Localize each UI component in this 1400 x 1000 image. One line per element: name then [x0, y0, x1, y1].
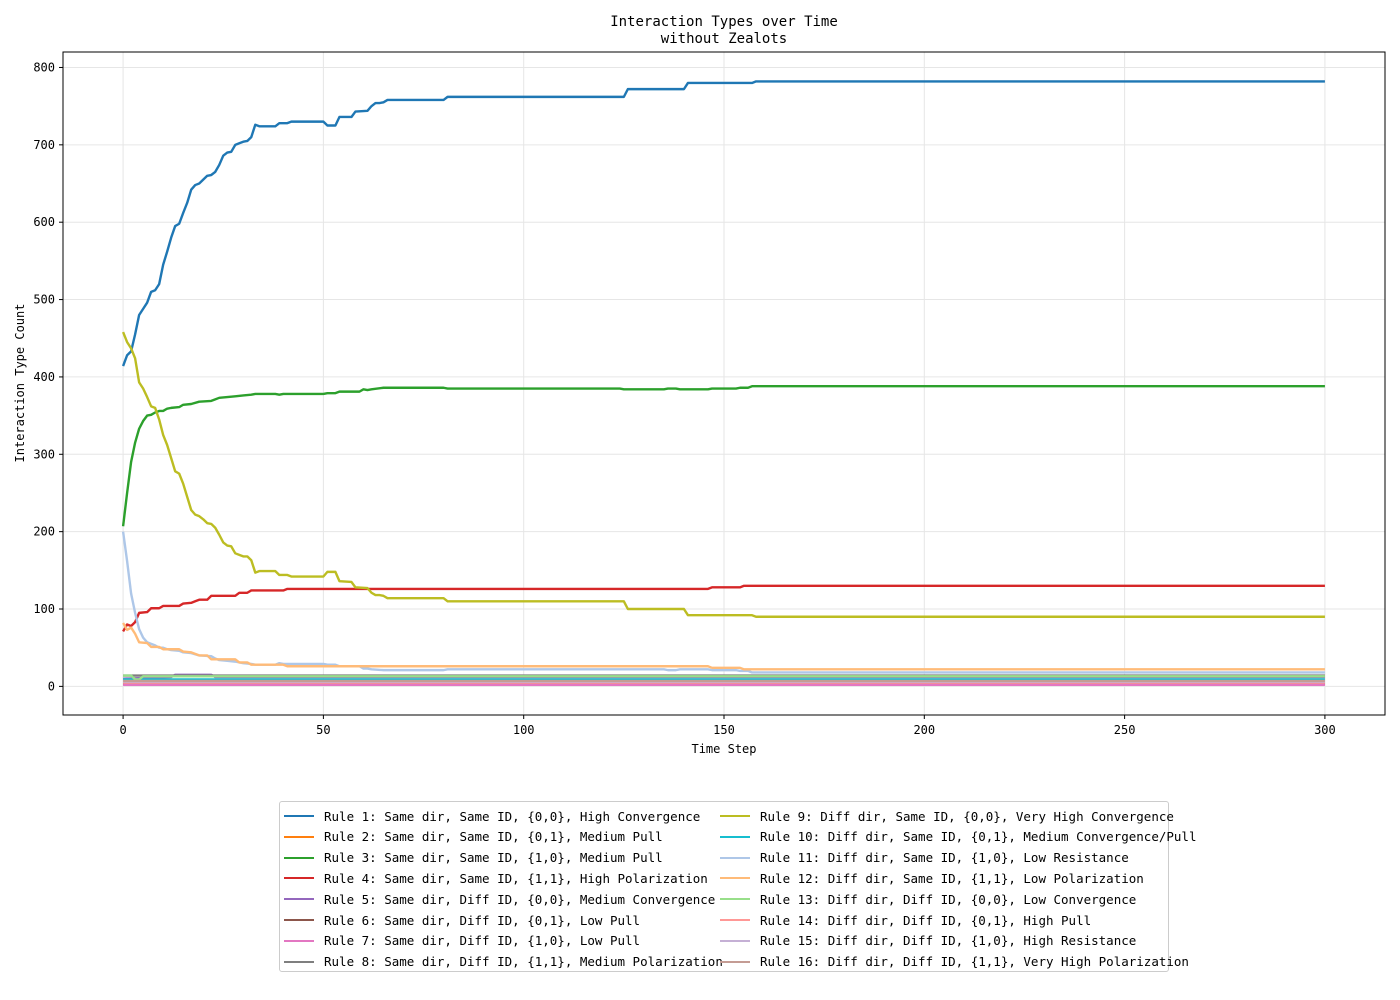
legend-label: Rule 1: Same dir, Same ID, {0,0}, High C…: [324, 808, 701, 824]
legend-swatch: [720, 856, 750, 859]
legend-swatch: [720, 960, 750, 963]
y-tick-label: 700: [33, 138, 55, 152]
axis-ticks: 0 50 100 150 200 250 300 0 100 200 300 400 500 600 700…: [33, 60, 1335, 737]
x-tick-label: 0: [119, 723, 126, 737]
x-tick-label: 100: [513, 723, 535, 737]
series-line-rule-9: [121, 331, 1325, 618]
legend-item-rule-7: Rule 7: Same dir, Diff ID, {1,0}, Low Pu…: [284, 931, 640, 951]
y-tick-label: 0: [48, 679, 55, 693]
x-tick-label: 150: [713, 723, 735, 737]
legend-label: Rule 14: Diff dir, Diff ID, {0,1}, High …: [760, 912, 1092, 928]
legend-item-rule-9: Rule 9: Diff dir, Same ID, {0,0}, Very H…: [720, 806, 1174, 826]
x-tick-label: 250: [1114, 723, 1136, 737]
legend-label: Rule 11: Diff dir, Same ID, {1,0}, Low R…: [760, 850, 1129, 866]
x-tick-label: 200: [913, 723, 935, 737]
legend-label: Rule 9: Diff dir, Same ID, {0,0}, Very H…: [760, 808, 1174, 824]
legend-swatch: [720, 939, 750, 942]
x-axis-label: Time Step: [691, 742, 756, 756]
series-lines: [121, 80, 1325, 687]
legend-item-rule-10: Rule 10: Diff dir, Same ID, {0,1}, Mediu…: [720, 827, 1197, 847]
legend-swatch: [284, 919, 314, 921]
x-tick-label: 50: [316, 723, 330, 737]
legend-label: Rule 8: Same dir, Diff ID, {1,1}, Medium…: [324, 954, 723, 970]
legend-item-rule-13: Rule 13: Diff dir, Diff ID, {0,0}, Low C…: [720, 889, 1136, 909]
series-line-rule-1: [121, 80, 1325, 367]
legend-label: Rule 2: Same dir, Same ID, {0,1}, Medium…: [324, 829, 663, 845]
legend-label: Rule 5: Same dir, Diff ID, {0,0}, Medium…: [324, 891, 716, 907]
chart-title: Interaction Types over Time: [610, 14, 838, 30]
legend-item-rule-8: Rule 8: Same dir, Diff ID, {1,1}, Medium…: [284, 952, 723, 972]
series-line-rule-13: [123, 674, 1325, 681]
legend-item-rule-4: Rule 4: Same dir, Same ID, {1,1}, High P…: [284, 868, 708, 888]
legend-item-rule-15: Rule 15: Diff dir, Diff ID, {1,0}, High …: [720, 931, 1136, 951]
legend-swatch: [284, 960, 314, 963]
legend-swatch: [720, 815, 750, 817]
y-tick-label: 300: [33, 447, 55, 461]
legend-label: Rule 13: Diff dir, Diff ID, {0,0}, Low C…: [760, 891, 1137, 907]
legend-item-rule-2: Rule 2: Same dir, Same ID, {0,1}, Medium…: [284, 827, 663, 847]
series-line-rule-4: [122, 584, 1325, 633]
legend-label: Rule 6: Same dir, Diff ID, {0,1}, Low Pu…: [324, 912, 641, 928]
legend-label: Rule 4: Same dir, Same ID, {1,1}, High P…: [324, 870, 708, 886]
legend-item-rule-11: Rule 11: Diff dir, Same ID, {1,0}, Low R…: [720, 848, 1129, 868]
legend-swatch: [720, 898, 750, 901]
legend-item-rule-16: Rule 16: Diff dir, Diff ID, {1,1}, Very …: [720, 952, 1189, 972]
legend-label: Rule 10: Diff dir, Same ID, {0,1}, Mediu…: [760, 829, 1197, 845]
legend-label: Rule 16: Diff dir, Diff ID, {1,1}, Very …: [760, 954, 1189, 970]
series-line-rule-12: [122, 622, 1325, 671]
legend-swatch: [284, 898, 314, 901]
legend-swatch: [284, 939, 314, 942]
legend-swatch: [720, 919, 750, 921]
y-axis-label: Interaction Type Count: [13, 304, 27, 463]
legend-label: Rule 15: Diff dir, Diff ID, {1,0}, High …: [760, 933, 1137, 949]
legend: Rule 1: Same dir, Same ID, {0,0}, High C…: [279, 801, 1197, 972]
legend-item-rule-14: Rule 14: Diff dir, Diff ID, {0,1}, High …: [720, 910, 1091, 930]
legend-swatch: [720, 877, 750, 880]
y-tick-label: 400: [33, 370, 55, 384]
legend-swatch: [284, 877, 314, 880]
y-tick-label: 200: [33, 525, 55, 539]
y-tick-label: 500: [33, 293, 55, 307]
chart-subtitle: without Zealots: [661, 31, 787, 47]
legend-item-rule-1: Rule 1: Same dir, Same ID, {0,0}, High C…: [284, 806, 700, 826]
y-tick-label: 600: [33, 215, 55, 229]
legend-label: Rule 3: Same dir, Same ID, {1,0}, Medium…: [324, 850, 663, 866]
legend-label: Rule 7: Same dir, Diff ID, {1,0}, Low Pu…: [324, 933, 641, 949]
legend-item-rule-12: Rule 12: Diff dir, Same ID, {1,1}, Low P…: [720, 868, 1144, 888]
y-tick-label: 100: [33, 602, 55, 616]
y-tick-label: 800: [33, 60, 55, 74]
x-tick-label: 300: [1314, 723, 1336, 737]
legend-swatch: [720, 835, 750, 838]
legend-item-rule-6: Rule 6: Same dir, Diff ID, {0,1}, Low Pu…: [284, 910, 640, 930]
legend-swatch: [284, 815, 314, 817]
legend-label: Rule 12: Diff dir, Same ID, {1,1}, Low P…: [760, 870, 1144, 886]
legend-swatch: [284, 835, 314, 838]
grid: [63, 52, 1385, 715]
legend-swatch: [284, 856, 314, 859]
legend-item-rule-5: Rule 5: Same dir, Diff ID, {0,0}, Medium…: [284, 889, 715, 909]
legend-item-rule-3: Rule 3: Same dir, Same ID, {1,0}, Medium…: [284, 848, 663, 868]
